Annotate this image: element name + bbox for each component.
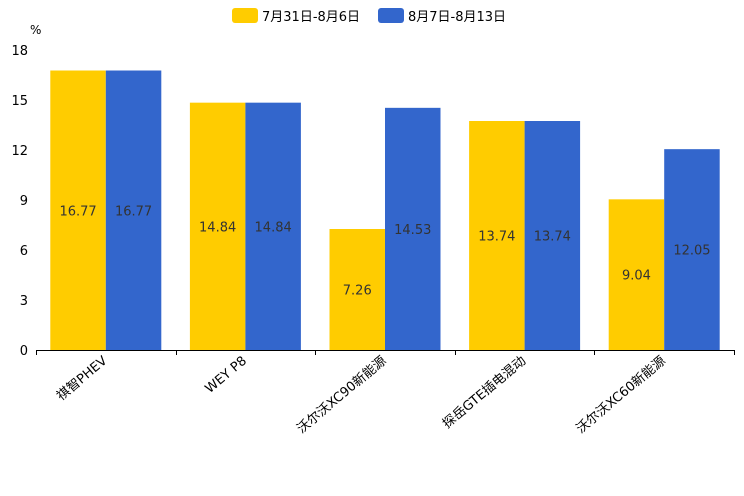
bar-series-2	[105, 70, 162, 350]
bar-value-label: 13.74	[534, 230, 571, 245]
y-tick-label: 9	[20, 194, 28, 209]
bars	[50, 70, 720, 351]
bar-series-2	[524, 121, 581, 350]
y-axis-unit: %	[30, 23, 41, 37]
bar-series-1	[329, 229, 385, 350]
x-axis-labels: 祺智PHEV WEY P8 沃尔沃XC90新能源 探岳GTE插电混动 沃尔沃XC60新能…	[54, 353, 669, 437]
bar-series-2	[664, 149, 720, 350]
bar-value-label: 14.84	[255, 220, 292, 235]
y-tick-label: 18	[11, 44, 28, 59]
legend-swatch	[232, 8, 258, 23]
bar-value-label: 16.77	[59, 204, 96, 219]
bar-series-1	[189, 102, 246, 351]
bar-value-label: 12.05	[673, 244, 710, 259]
bar-series-1	[50, 70, 106, 350]
legend-label: 7月31日-8月6日	[262, 10, 360, 25]
y-tick-label: 15	[11, 94, 28, 109]
bar-value-label: 14.84	[199, 220, 236, 235]
x-category-label: 沃尔沃XC90新能源	[294, 353, 390, 437]
bar-series-2	[385, 107, 441, 350]
x-category-label: 沃尔沃XC60新能源	[573, 353, 669, 437]
bar-value-label: 14.53	[394, 223, 431, 238]
y-tick-label: 12	[11, 144, 28, 159]
bar-value-labels: 16.77 16.77 14.84 14.84 7.26 14.53 13.74 13.74 9…	[59, 204, 710, 298]
legend-label: 8月7日-8月13日	[408, 10, 506, 25]
bar-value-label: 9.04	[622, 269, 651, 284]
legend: 7月31日-8月6日 8月7日-8月13日	[232, 8, 506, 25]
legend-swatch	[378, 8, 404, 23]
y-tick-label: 3	[20, 294, 28, 309]
bar-series-2	[245, 102, 301, 351]
x-category-label: 探岳GTE插电混动	[440, 354, 529, 432]
bar-value-label: 13.74	[478, 230, 515, 245]
bar-series-1	[469, 121, 525, 350]
x-category-label: WEY P8	[203, 354, 250, 397]
x-category-label: 祺智PHEV	[54, 354, 110, 405]
bar-value-label: 16.77	[115, 204, 152, 219]
bar-series-1	[608, 199, 665, 350]
x-axis-ticks	[36, 350, 735, 355]
y-axis-ticks: 0 3 6 9 12 15 18	[11, 44, 28, 359]
y-tick-label: 0	[20, 344, 28, 359]
y-tick-label: 6	[20, 244, 28, 259]
bar-value-label: 7.26	[343, 284, 372, 299]
